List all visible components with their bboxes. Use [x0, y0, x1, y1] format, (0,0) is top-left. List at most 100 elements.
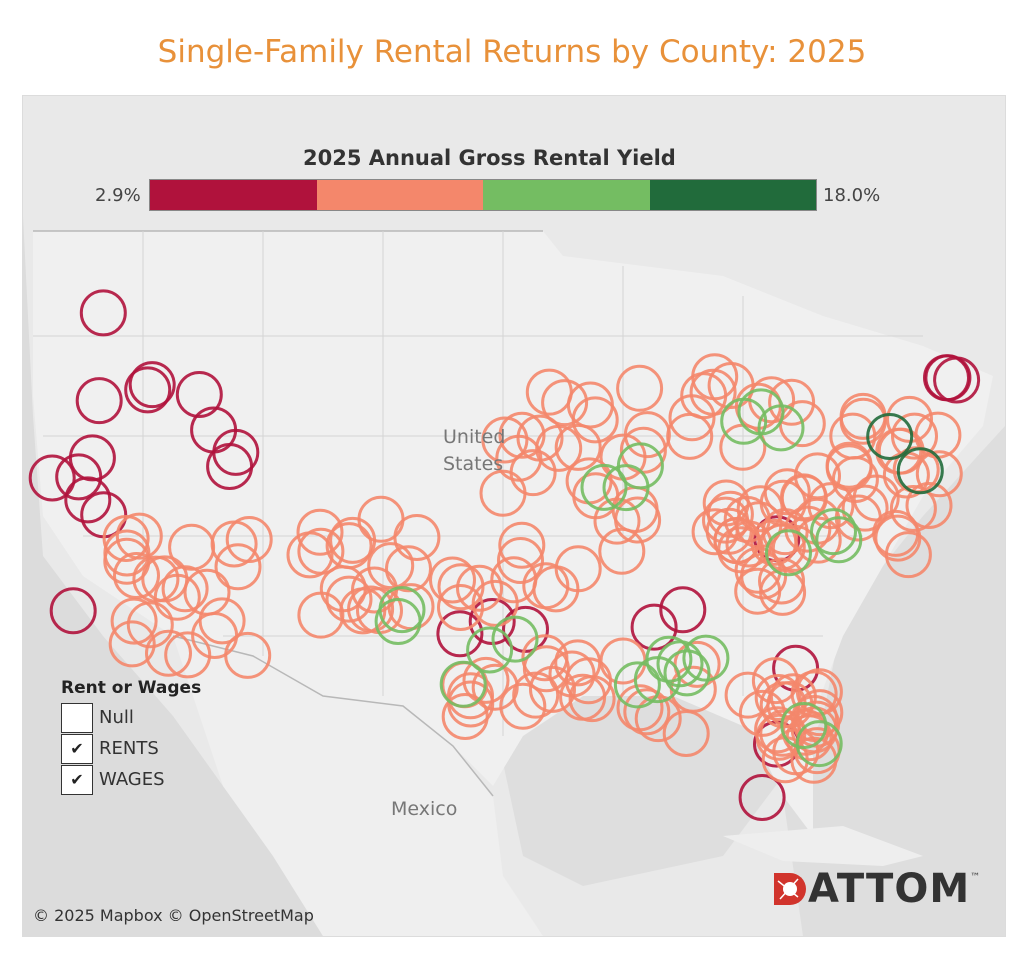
county-marker[interactable] [616, 442, 664, 490]
county-marker[interactable] [866, 413, 914, 460]
county-marker[interactable] [462, 656, 510, 704]
county-marker[interactable] [126, 601, 174, 649]
county-marker[interactable] [161, 565, 209, 613]
county-marker[interactable] [437, 584, 484, 631]
county-marker[interactable] [706, 490, 754, 538]
county-marker[interactable] [807, 482, 855, 530]
county-marker[interactable] [429, 556, 476, 604]
county-marker[interactable] [780, 473, 827, 521]
county-marker[interactable] [367, 542, 415, 590]
county-marker[interactable] [532, 565, 580, 613]
map-attribution[interactable]: © 2025 Mapbox © OpenStreetMap [33, 906, 314, 925]
county-marker[interactable] [754, 706, 802, 754]
county-marker[interactable] [224, 631, 272, 679]
county-marker[interactable] [481, 416, 529, 464]
county-marker[interactable] [466, 626, 514, 674]
county-marker[interactable] [541, 379, 589, 427]
county-marker[interactable] [580, 463, 628, 511]
county-marker[interactable] [682, 634, 730, 682]
county-marker[interactable] [759, 709, 807, 757]
county-marker[interactable] [79, 289, 127, 337]
county-marker[interactable] [905, 482, 953, 529]
county-marker[interactable] [164, 631, 212, 679]
county-marker[interactable] [498, 521, 546, 569]
county-marker[interactable] [754, 674, 802, 721]
county-marker[interactable] [75, 377, 123, 425]
county-marker[interactable] [128, 361, 176, 409]
county-marker[interactable] [214, 543, 262, 591]
county-marker[interactable] [124, 366, 172, 414]
county-marker[interactable] [815, 516, 863, 564]
county-marker[interactable] [663, 649, 711, 697]
county-marker[interactable] [769, 673, 817, 721]
county-marker[interactable] [497, 537, 544, 584]
county-marker[interactable] [810, 508, 857, 556]
county-markers[interactable] [28, 289, 981, 821]
county-marker[interactable] [795, 720, 843, 768]
county-marker[interactable] [659, 586, 707, 634]
county-marker[interactable] [471, 663, 519, 711]
county-marker[interactable] [614, 496, 662, 544]
county-marker[interactable] [790, 670, 838, 718]
null-checkbox[interactable] [61, 702, 93, 733]
county-marker[interactable] [325, 575, 373, 623]
county-marker[interactable] [64, 476, 112, 524]
county-marker[interactable] [790, 736, 838, 784]
county-marker[interactable] [153, 573, 201, 621]
county-marker[interactable] [613, 661, 661, 709]
county-marker[interactable] [634, 695, 682, 743]
county-marker[interactable] [758, 557, 805, 605]
county-marker[interactable] [439, 660, 487, 708]
county-marker[interactable] [593, 497, 641, 545]
county-marker[interactable] [378, 586, 426, 634]
county-marker[interactable] [113, 552, 160, 599]
county-marker[interactable] [436, 610, 484, 658]
county-marker[interactable] [691, 508, 739, 556]
county-marker[interactable] [212, 428, 260, 476]
county-marker[interactable] [55, 453, 103, 501]
county-marker[interactable] [495, 434, 543, 482]
county-marker[interactable] [737, 388, 785, 436]
county-marker[interactable] [102, 515, 150, 562]
county-marker[interactable] [498, 411, 546, 459]
county-marker[interactable] [393, 514, 441, 561]
county-marker[interactable] [456, 564, 503, 612]
filter-option-wages[interactable]: ✔ WAGES [61, 764, 201, 795]
county-marker[interactable] [768, 378, 816, 426]
county-marker[interactable] [103, 529, 151, 577]
county-marker[interactable] [713, 517, 761, 565]
county-marker[interactable] [668, 394, 716, 442]
filter-option-null[interactable]: Null [61, 702, 201, 733]
county-marker[interactable] [28, 454, 76, 502]
county-marker[interactable] [210, 520, 258, 568]
county-marker[interactable] [598, 527, 646, 575]
county-marker[interactable] [502, 605, 549, 653]
county-marker[interactable] [319, 565, 367, 613]
county-marker[interactable] [145, 629, 192, 677]
county-marker[interactable] [759, 568, 807, 616]
county-marker[interactable] [630, 603, 678, 651]
county-marker[interactable] [296, 508, 344, 556]
county-marker[interactable] [447, 672, 494, 720]
county-marker[interactable] [666, 412, 714, 460]
county-marker[interactable] [329, 516, 377, 564]
rents-checkbox[interactable]: ✔ [61, 733, 93, 764]
county-marker[interactable] [479, 469, 527, 517]
county-marker[interactable] [765, 529, 812, 577]
county-marker[interactable] [884, 531, 932, 579]
county-marker[interactable] [108, 620, 156, 668]
county-marker[interactable] [175, 371, 223, 418]
county-marker[interactable] [633, 656, 681, 704]
county-marker[interactable] [571, 396, 619, 444]
county-marker[interactable] [491, 615, 539, 663]
county-marker[interactable] [554, 423, 602, 471]
county-marker[interactable] [385, 545, 432, 593]
county-marker[interactable] [525, 368, 573, 416]
county-marker[interactable] [471, 579, 519, 627]
county-marker[interactable] [831, 456, 879, 503]
county-marker[interactable] [738, 774, 786, 821]
county-marker[interactable] [616, 364, 664, 412]
county-marker[interactable] [874, 514, 922, 562]
county-marker[interactable] [750, 518, 798, 566]
county-marker[interactable] [691, 353, 739, 401]
